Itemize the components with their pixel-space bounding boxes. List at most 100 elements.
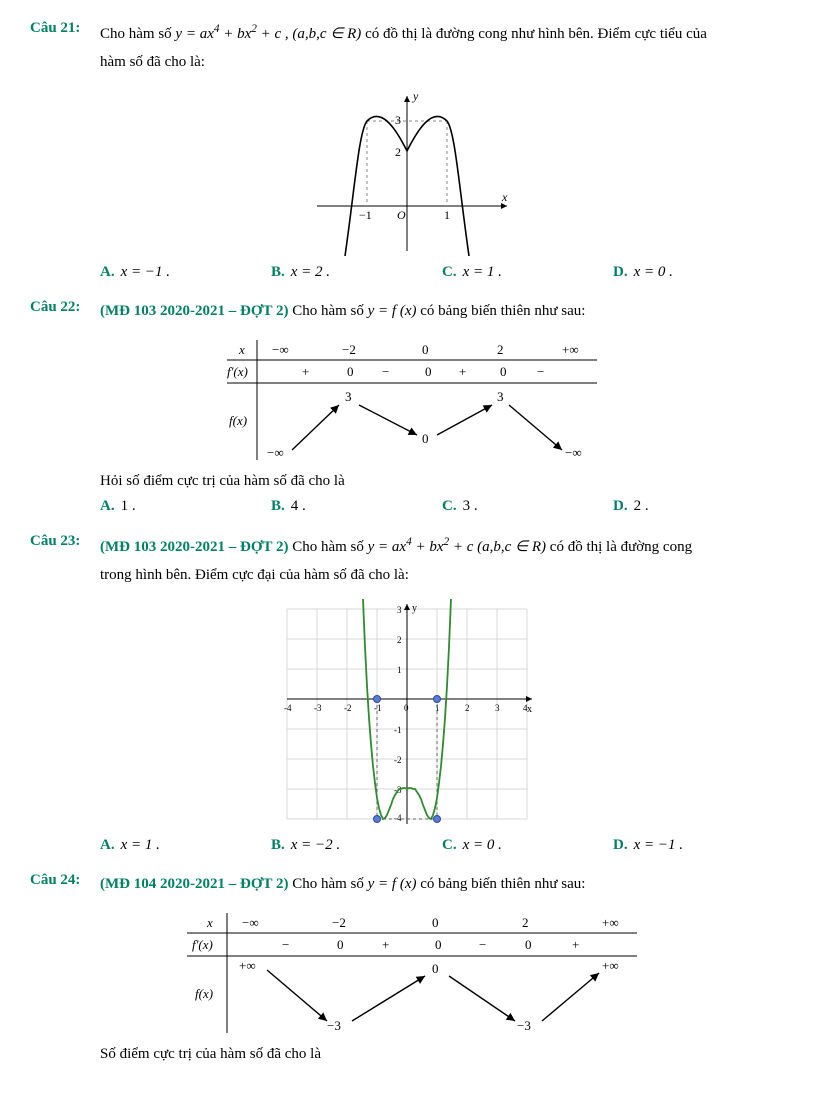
- svg-text:x: x: [206, 915, 213, 930]
- svg-text:+∞: +∞: [602, 958, 619, 973]
- svg-text:3: 3: [395, 113, 401, 127]
- q23-body: (MĐ 103 2020-2021 – ĐỢT 2) Cho hàm số y …: [100, 533, 784, 591]
- svg-text:-1: -1: [394, 725, 402, 735]
- svg-text:−∞: −∞: [565, 445, 582, 460]
- q23-formula: y = ax4 + bx2 + c (a,b,c ∈ R): [368, 539, 550, 555]
- q23-opt-a[interactable]: A.x = 1 .: [100, 837, 271, 854]
- svg-text:0: 0: [432, 915, 439, 930]
- svg-text:−: −: [382, 364, 389, 379]
- q22-number: Câu 22:: [30, 299, 100, 316]
- svg-text:0: 0: [422, 431, 429, 446]
- q21-text-c: hàm số đã cho là:: [100, 50, 784, 74]
- svg-text:−3: −3: [327, 1018, 341, 1033]
- q21-formula: y = ax4 + bx2 + c , (a,b,c ∈ R): [175, 26, 365, 42]
- q24-body: (MĐ 104 2020-2021 – ĐỢT 2) Cho hàm số y …: [100, 872, 784, 900]
- svg-text:0: 0: [422, 342, 429, 357]
- q21-opt-d[interactable]: D.x = 0 .: [613, 264, 784, 281]
- question-23: Câu 23: (MĐ 103 2020-2021 – ĐỢT 2) Cho h…: [30, 533, 784, 854]
- svg-text:2: 2: [465, 703, 470, 713]
- svg-text:0: 0: [425, 364, 432, 379]
- svg-text:1: 1: [444, 208, 450, 222]
- q21-options: A.x = −1 . B.x = 2 . C.x = 1 . D.x = 0 .: [100, 264, 784, 281]
- svg-text:−2: −2: [332, 915, 346, 930]
- svg-text:3: 3: [345, 389, 352, 404]
- svg-text:x: x: [527, 704, 532, 715]
- svg-text:3: 3: [495, 703, 500, 713]
- svg-text:0: 0: [337, 937, 344, 952]
- svg-text:-4: -4: [284, 703, 292, 713]
- q21-opt-b[interactable]: B.x = 2 .: [271, 264, 442, 281]
- svg-text:−∞: −∞: [242, 915, 259, 930]
- question-21: Câu 21: Cho hàm số y = ax4 + bx2 + c , (…: [30, 20, 784, 281]
- q21-opt-a[interactable]: A.x = −1 .: [100, 264, 271, 281]
- q21-chart: x y O −1 1 3 2: [297, 86, 517, 256]
- svg-text:y: y: [412, 89, 419, 103]
- svg-text:−1: −1: [359, 208, 372, 222]
- svg-text:-3: -3: [314, 703, 322, 713]
- svg-text:4: 4: [523, 703, 528, 713]
- svg-text:x: x: [238, 342, 245, 357]
- svg-text:f(x): f(x): [195, 986, 213, 1001]
- q22-opt-b[interactable]: B.4 .: [271, 498, 442, 515]
- svg-text:−: −: [479, 937, 486, 952]
- q22-text: (MĐ 103 2020-2021 – ĐỢT 2) Cho hàm số y …: [100, 299, 784, 323]
- q23-figure: x y -4-3-2 -101 234 321 -1-2-3 -4: [30, 599, 784, 829]
- q23-options: A.x = 1 . B.x = −2 . C.x = 0 . D.x = −1 …: [100, 837, 784, 854]
- q24-variation-table: x −∞ −2 0 2 +∞ f'(x) − 0 + 0 − 0 + f(x) …: [167, 908, 647, 1038]
- svg-text:+: +: [382, 937, 389, 952]
- svg-text:−3: −3: [517, 1018, 531, 1033]
- question-22: Câu 22: (MĐ 103 2020-2021 – ĐỢT 2) Cho h…: [30, 299, 784, 515]
- svg-text:0: 0: [432, 961, 439, 976]
- q23-text-c: trong hình bên. Điểm cực đại của hàm số …: [100, 563, 784, 587]
- q24-text: (MĐ 104 2020-2021 – ĐỢT 2) Cho hàm số y …: [100, 872, 784, 896]
- q21-opt-c[interactable]: C.x = 1 .: [442, 264, 613, 281]
- svg-text:0: 0: [435, 937, 442, 952]
- svg-text:2: 2: [395, 145, 401, 159]
- q21-text: Cho hàm số y = ax4 + bx2 + c , (a,b,c ∈ …: [100, 20, 784, 46]
- q22-opt-c[interactable]: C.3 .: [442, 498, 613, 515]
- q23-opt-d[interactable]: D.x = −1 .: [613, 837, 784, 854]
- question-24: Câu 24: (MĐ 104 2020-2021 – ĐỢT 2) Cho h…: [30, 872, 784, 1063]
- q21-text-b: có đồ thị là đường cong như hình bên. Đi…: [365, 26, 707, 42]
- q22-sub: Hỏi số điểm cực trị của hàm số đã cho là: [100, 473, 784, 490]
- q21-text-a: Cho hàm số: [100, 26, 175, 42]
- q23-chart: x y -4-3-2 -101 234 321 -1-2-3 -4: [277, 599, 537, 829]
- q21-body: Cho hàm số y = ax4 + bx2 + c , (a,b,c ∈ …: [100, 20, 784, 78]
- svg-text:+: +: [302, 364, 309, 379]
- q21-head: Câu 21: Cho hàm số y = ax4 + bx2 + c , (…: [30, 20, 784, 78]
- svg-text:f'(x): f'(x): [192, 937, 213, 952]
- q22-table: x −∞ −2 0 2 +∞ f'(x) + 0 − 0 + 0 − f(x) …: [30, 335, 784, 465]
- q22-opt-d[interactable]: D.2 .: [613, 498, 784, 515]
- svg-text:2: 2: [497, 342, 504, 357]
- svg-text:y: y: [412, 603, 417, 614]
- q23-opt-b[interactable]: B.x = −2 .: [271, 837, 442, 854]
- svg-text:O: O: [397, 208, 406, 222]
- svg-text:1: 1: [397, 665, 402, 675]
- svg-text:+: +: [572, 937, 579, 952]
- svg-text:f(x): f(x): [229, 413, 247, 428]
- q24-source: (MĐ 104 2020-2021 – ĐỢT 2): [100, 876, 288, 892]
- svg-text:−: −: [537, 364, 544, 379]
- svg-text:-2: -2: [394, 755, 402, 765]
- svg-text:x: x: [501, 190, 508, 204]
- svg-text:−: −: [282, 937, 289, 952]
- q24-number: Câu 24:: [30, 872, 100, 889]
- svg-text:+: +: [459, 364, 466, 379]
- svg-text:2: 2: [397, 635, 402, 645]
- q23-text: (MĐ 103 2020-2021 – ĐỢT 2) Cho hàm số y …: [100, 533, 784, 559]
- q24-sub: Số điểm cực trị của hàm số đã cho là: [100, 1046, 784, 1063]
- svg-text:f'(x): f'(x): [227, 364, 248, 379]
- svg-text:−2: −2: [342, 342, 356, 357]
- q21-number: Câu 21:: [30, 20, 100, 37]
- q22-variation-table: x −∞ −2 0 2 +∞ f'(x) + 0 − 0 + 0 − f(x) …: [207, 335, 607, 465]
- q21-figure: x y O −1 1 3 2: [30, 86, 784, 256]
- q23-opt-c[interactable]: C.x = 0 .: [442, 837, 613, 854]
- q23-source: (MĐ 103 2020-2021 – ĐỢT 2): [100, 539, 288, 555]
- q22-source: (MĐ 103 2020-2021 – ĐỢT 2): [100, 303, 288, 319]
- svg-text:0: 0: [525, 937, 532, 952]
- svg-text:-2: -2: [344, 703, 352, 713]
- q24-head: Câu 24: (MĐ 104 2020-2021 – ĐỢT 2) Cho h…: [30, 872, 784, 900]
- q22-opt-a[interactable]: A.1 .: [100, 498, 271, 515]
- svg-text:+∞: +∞: [239, 958, 256, 973]
- q24-table: x −∞ −2 0 2 +∞ f'(x) − 0 + 0 − 0 + f(x) …: [30, 908, 784, 1038]
